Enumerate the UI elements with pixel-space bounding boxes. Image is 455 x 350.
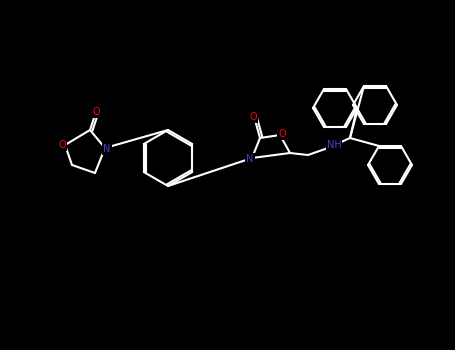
Text: O: O xyxy=(92,107,100,117)
Text: O: O xyxy=(58,140,66,150)
Text: O: O xyxy=(249,112,257,122)
Text: N: N xyxy=(103,144,111,154)
Text: N: N xyxy=(246,154,254,164)
Text: NH: NH xyxy=(327,140,341,150)
Text: O: O xyxy=(278,129,286,139)
